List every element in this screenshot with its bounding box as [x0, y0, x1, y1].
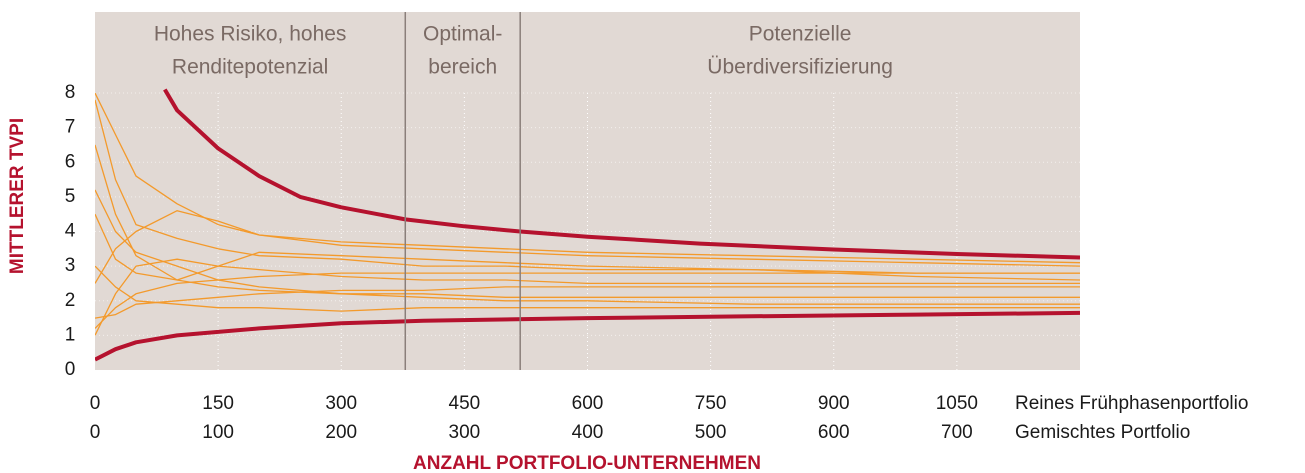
x-tick-label: 0	[90, 393, 101, 414]
y-tick-label: 2	[65, 290, 76, 311]
series-line	[95, 272, 1080, 329]
series-line	[95, 213, 1080, 281]
x2-tick-label: 100	[202, 422, 234, 443]
y-tick-label: 6	[65, 151, 76, 172]
x2-tick-label: 400	[572, 422, 604, 443]
x-tick-label: 600	[572, 393, 604, 414]
y-tick-label: 8	[65, 82, 76, 103]
region-label: bereich	[428, 56, 497, 79]
region-label: Potenzielle	[749, 23, 852, 46]
x2-tick-label: 500	[695, 422, 727, 443]
x-tick-label: 900	[818, 393, 850, 414]
x-axis-name: Reines Frühphasenportfolio	[1015, 393, 1248, 414]
series-line	[95, 92, 1080, 264]
x2-tick-label: 0	[90, 422, 101, 443]
series-line	[95, 144, 1080, 298]
x-tick-label: 300	[325, 393, 357, 414]
x2-axis-name: Gemischtes Portfolio	[1015, 422, 1190, 443]
y-tick-label: 3	[65, 255, 76, 276]
x2-tick-label: 300	[449, 422, 481, 443]
series-line	[95, 265, 1080, 312]
x-tick-label: 750	[695, 393, 727, 414]
x-tick-label: 1050	[936, 393, 978, 414]
y-tick-label: 0	[65, 359, 76, 380]
x-tick-label: 450	[449, 393, 481, 414]
x-axis-title: ANZAHL PORTFOLIO-UNTERNEHMEN	[413, 453, 761, 473]
y-tick-label: 7	[65, 117, 76, 138]
plot-background	[95, 12, 1080, 370]
series-line	[163, 88, 1080, 260]
region-label: Optimal-	[423, 23, 502, 46]
region-label: Hohes Risiko, hohes	[154, 23, 347, 46]
y-axis-title: MITTLERER TVPI	[7, 118, 28, 274]
x-tick-label: 150	[202, 393, 234, 414]
region-label: Überdiversifizierung	[707, 56, 893, 79]
series-line	[95, 310, 1080, 362]
series-line	[95, 286, 1080, 319]
y-tick-label: 5	[65, 186, 76, 207]
series-line	[95, 258, 1080, 336]
region-label: Renditepotenzial	[172, 56, 328, 79]
x2-tick-label: 200	[325, 422, 357, 443]
y-tick-label: 4	[65, 221, 76, 242]
series-line	[95, 210, 1080, 284]
y-tick-label: 1	[65, 324, 76, 345]
x2-tick-label: 600	[818, 422, 850, 443]
x2-tick-label: 700	[941, 422, 973, 443]
